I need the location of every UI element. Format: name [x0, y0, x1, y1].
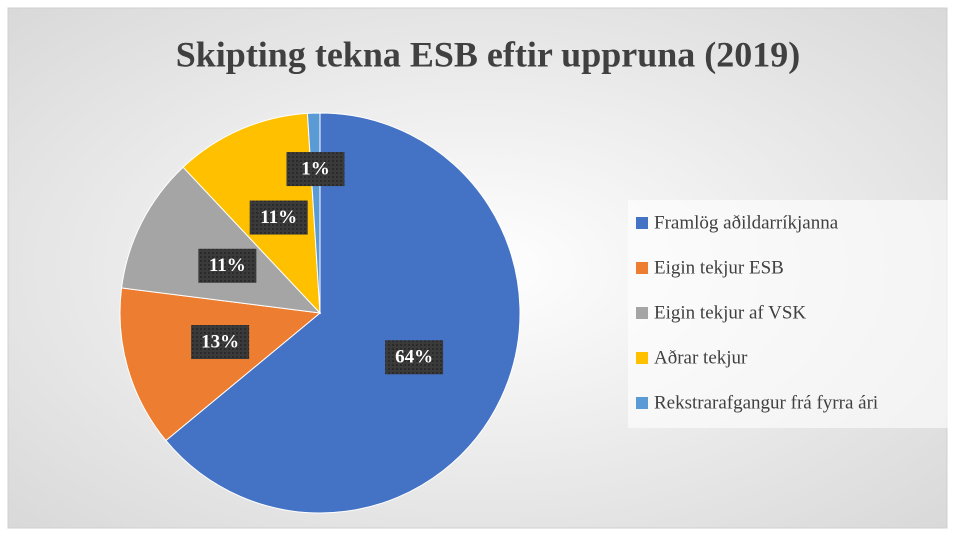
data-label-box: [198, 248, 257, 283]
legend-swatch: [636, 262, 648, 274]
data-label: 11%: [260, 207, 297, 228]
pie-slice: [121, 166, 322, 314]
legend-swatch: [636, 307, 648, 319]
legend-label: Aðrar tekjur: [654, 347, 748, 368]
legend-swatch: [636, 217, 648, 229]
data-label: 13%: [201, 331, 239, 352]
legend-label: Eigin tekjur af VSK: [654, 302, 806, 323]
legend-box: [628, 200, 950, 428]
data-label: 11%: [209, 255, 246, 276]
legend-swatch: [636, 352, 648, 364]
legend-label: Framlög aðildarríkjanna: [654, 212, 839, 233]
data-label-box: [191, 325, 250, 360]
legend-label: Rekstrarafgangur frá fyrra ári: [654, 392, 878, 413]
data-label: 1%: [301, 158, 330, 179]
pie-slice: [165, 112, 521, 514]
legend-label: Eigin tekjur ESB: [654, 257, 784, 278]
pie-slice: [119, 287, 322, 442]
legend-swatch: [636, 397, 648, 409]
data-label-box: [286, 152, 345, 187]
data-label-box: [249, 200, 308, 235]
chart-title: Skipting tekna ESB eftir uppruna (2019): [176, 34, 800, 74]
data-label-box: [385, 340, 444, 375]
data-label: 64%: [395, 347, 433, 368]
